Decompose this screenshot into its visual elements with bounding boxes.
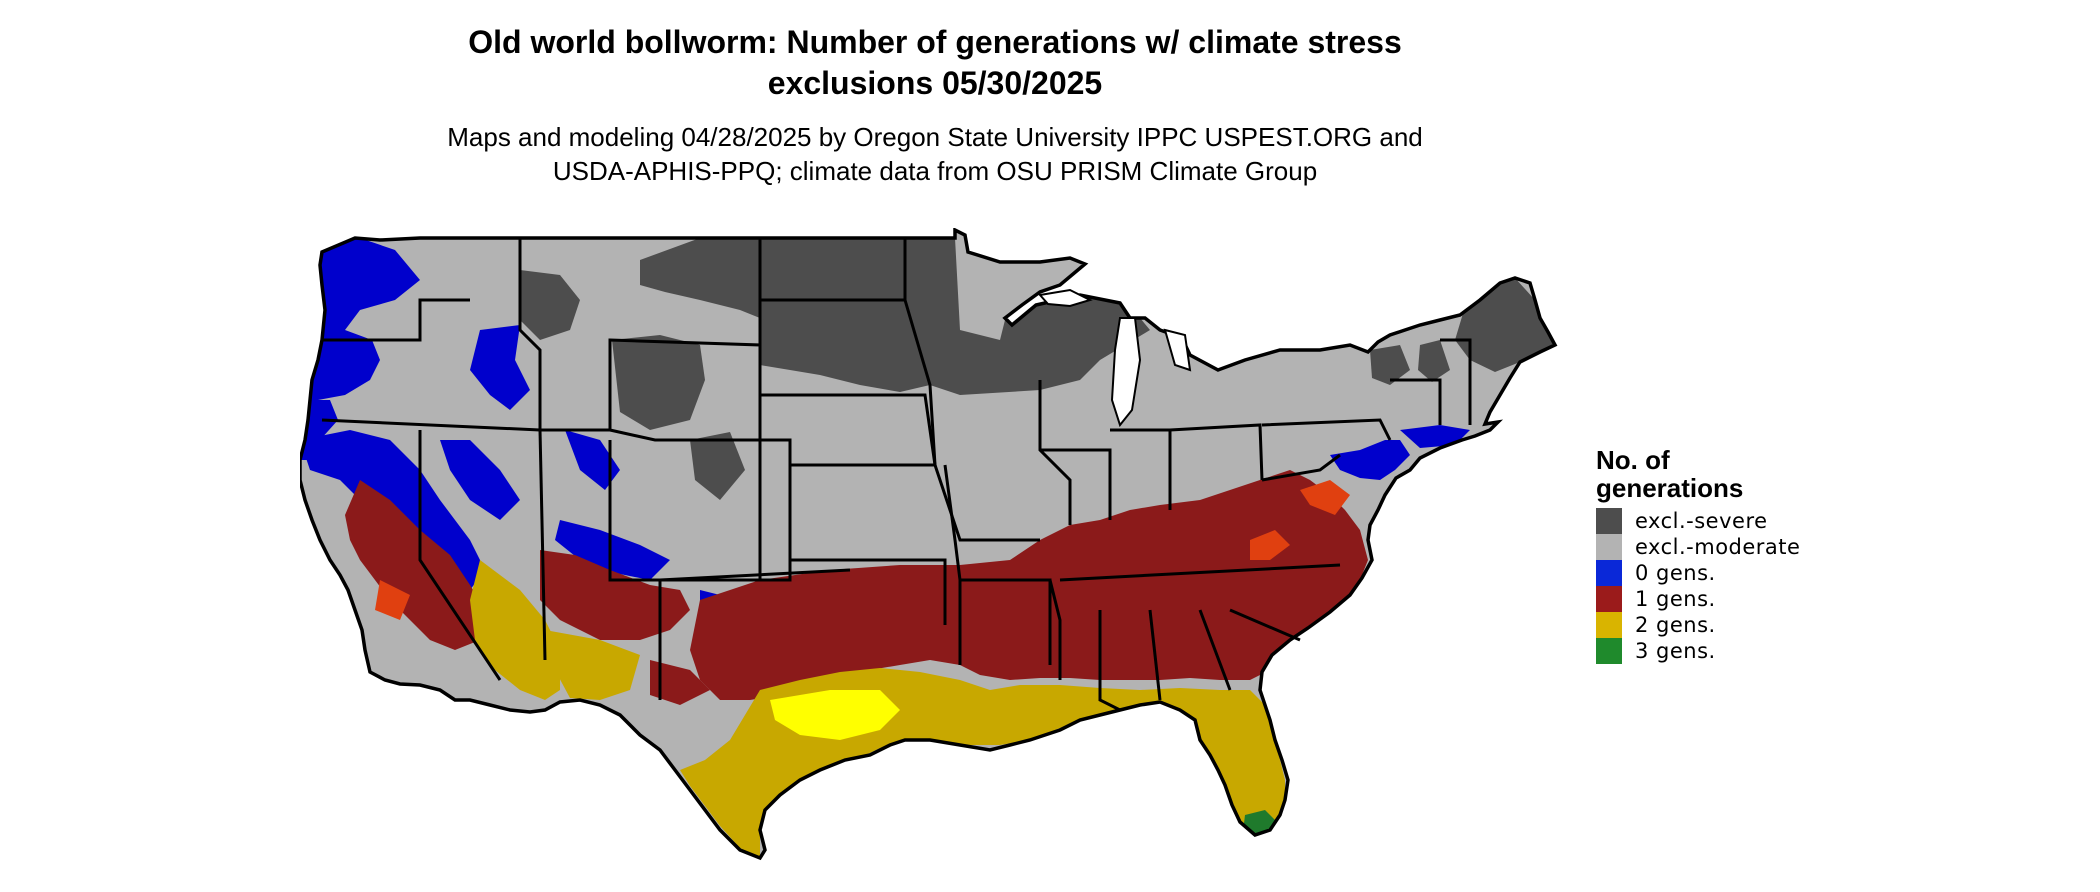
map-title: Old world bollworm: Number of generation… [0,22,1870,104]
map-title-line-2: exclusions 05/30/2025 [767,65,1103,101]
zone-1-gens-appalachian-foothills [1250,530,1290,560]
zone-1-gens-new-mexico-south [650,660,710,705]
map-subtitle-line-2: USDA-APHIS-PPQ; climate data from OSU PR… [552,156,1318,186]
legend-title-line-1: No. of [1596,445,1670,475]
legend-label-3-gens: 3 gens. [1635,639,1716,663]
great-lakes [1038,288,1192,428]
legend-title-line-2: generations [1596,473,1744,503]
zone-excl-severe-wyoming [612,335,705,430]
zone-2-gens-gulf-coast [680,668,1285,858]
legend-item-1-gens: 1 gens. [1596,586,1916,612]
zone-excl-severe-north-plains [760,238,1150,395]
zone-1-gens-virginia-warm [1300,480,1350,515]
legend-swatch-1-gens [1596,586,1622,612]
legend-item-0-gens: 0 gens. [1596,560,1916,586]
legend-item-3-gens: 3 gens. [1596,638,1916,664]
zone-0-gens-idaho-plain [470,325,530,410]
zone-0-gens-nevada [440,440,520,520]
zone-excl-severe-colorado-rockies [690,432,745,500]
legend-swatch-3-gens [1596,638,1622,664]
us-generations-map [300,228,1557,860]
legend-swatch-excl-severe [1596,508,1622,534]
legend-label-excl-moderate: excl.-moderate [1635,535,1801,559]
legend-label-excl-severe: excl.-severe [1635,509,1768,533]
legend-item-excl-moderate: excl.-moderate [1596,534,1916,560]
zone-3-gens-south-texas [830,790,895,855]
zone-2-gens-arizona [545,630,640,700]
legend-label-0-gens: 0 gens. [1635,561,1716,585]
legend-swatch-2-gens [1596,612,1622,638]
zone-2-gens-texas-hot [770,690,900,740]
legend-item-excl-severe: excl.-severe [1596,508,1916,534]
legend-swatch-0-gens [1596,560,1622,586]
legend-title: No. of generations [1596,446,1916,502]
zone-0-gens-pacific-northwest [300,238,420,400]
lake-michigan [1110,317,1142,428]
zone-excl-severe-idaho [520,270,580,340]
zone-excl-severe-vermont [1418,340,1450,382]
zone-2-gens-lower-colorado [470,560,560,700]
zone-excl-severe-adirondacks [1370,345,1410,385]
map-title-line-1: Old world bollworm: Number of generation… [468,24,1402,60]
map-subtitle-line-1: Maps and modeling 04/28/2025 by Oregon S… [447,122,1423,152]
legend-label-2-gens: 2 gens. [1635,613,1716,637]
legend-item-2-gens: 2 gens. [1596,612,1916,638]
zone-1-gens-southwest [540,550,690,640]
zone-0-gens-utah [565,430,620,490]
state-borders [300,228,1557,860]
legend-swatch-excl-moderate [1596,534,1622,560]
zone-3-gens-south-texas-light [845,800,875,835]
lake-huron [1163,328,1192,372]
zone-excl-severe-montana [640,238,765,320]
lake-superior [1038,288,1093,308]
legend-label-1-gens: 1 gens. [1635,587,1716,611]
zone-1-gens-southern-states [690,470,1368,700]
legend: No. of generations excl.-severe excl.-mo… [1596,446,1916,664]
zone-0-gens-mid-atlantic [1330,440,1410,480]
map-subtitle: Maps and modeling 04/28/2025 by Oregon S… [0,120,1870,188]
zone-0-gens-arizona-plateau [555,520,670,580]
zone-1-gens-central-valley [375,580,410,620]
